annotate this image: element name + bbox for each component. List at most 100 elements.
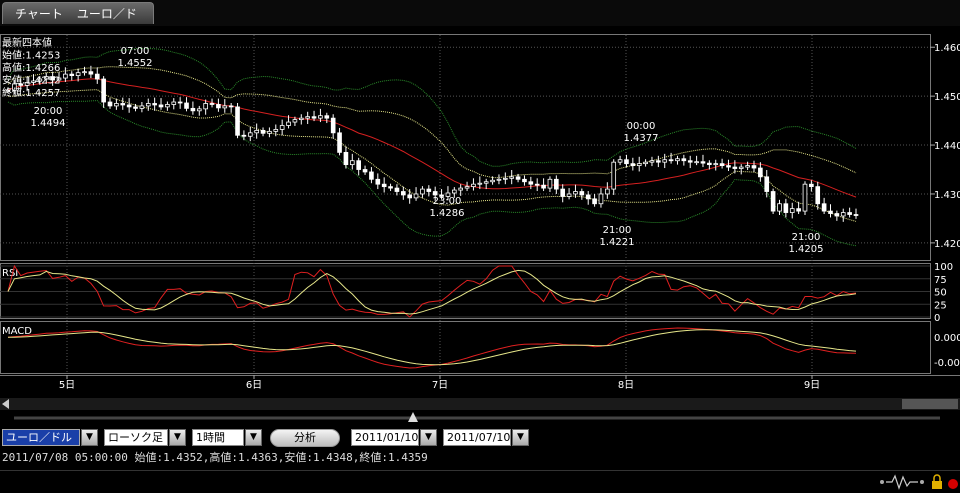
candle-body — [228, 105, 234, 108]
chart-type-dropdown-icon[interactable]: ▼ — [169, 429, 186, 446]
candle-body — [330, 117, 336, 134]
day-label: 7日 — [432, 380, 448, 391]
candle-body — [407, 194, 412, 199]
candle-body — [770, 191, 776, 212]
candle-body — [267, 130, 272, 134]
candle-body — [337, 132, 342, 153]
candle-body — [649, 160, 655, 163]
annotation-price: 1.4221 — [600, 237, 635, 248]
annotation-time: 23:00 — [433, 196, 462, 207]
candle-body — [853, 214, 859, 216]
candle-body — [789, 208, 795, 213]
annotation-time: 07:00 — [121, 46, 150, 57]
candle-body — [554, 178, 559, 190]
candle-body — [834, 213, 840, 217]
candle-body — [675, 158, 680, 162]
connection-signal-icon — [880, 474, 924, 490]
lock-icon — [932, 474, 942, 489]
end-date-dropdown-icon[interactable]: ▼ — [512, 429, 529, 446]
candle-body — [139, 105, 145, 109]
candle-body — [726, 165, 731, 168]
candle-body — [764, 176, 770, 192]
candle-body — [802, 183, 808, 212]
candle-body — [184, 102, 189, 109]
candle-body — [439, 194, 444, 197]
candle-body — [758, 167, 763, 178]
candle-body — [292, 119, 298, 123]
candle-body — [630, 163, 636, 166]
candle-body — [107, 101, 113, 107]
price-tick-label: 1.430 — [934, 190, 960, 201]
candle-body — [286, 121, 291, 126]
candle-body — [598, 193, 604, 205]
info-box-line: 最新四本値 — [2, 36, 52, 49]
tab-title: チャート — [15, 7, 63, 21]
candle-body — [56, 77, 62, 81]
candle-body — [509, 176, 515, 179]
candle-body — [114, 103, 119, 107]
time-scrollbar[interactable] — [0, 396, 960, 426]
candle-body — [18, 83, 24, 86]
analysis-button[interactable]: 分析 — [270, 429, 340, 447]
candle-body — [796, 208, 801, 212]
candle-body — [324, 115, 330, 119]
rsi-tick-label: 50 — [934, 288, 947, 299]
candle-body — [560, 188, 566, 197]
bollinger-upper-2 — [7, 47, 857, 167]
candle-body — [738, 166, 744, 169]
annotation-price: 1.4205 — [789, 244, 824, 255]
candle-body — [426, 188, 432, 192]
candle-body — [369, 171, 374, 180]
annotation-price: 1.4286 — [430, 208, 465, 219]
candle-body — [5, 89, 11, 92]
candle-body — [152, 103, 157, 106]
rsi-label: RSI — [2, 268, 18, 279]
candle-body — [687, 160, 693, 163]
candle-body — [133, 106, 138, 109]
candle-body — [177, 101, 183, 104]
annotation-time: 00:00 — [627, 121, 656, 132]
candle-body — [694, 161, 699, 164]
candle-body — [821, 203, 827, 212]
candle-body — [126, 104, 132, 108]
candle-body — [515, 176, 521, 180]
candle-body — [477, 182, 483, 185]
bollinger-upper-1 — [7, 66, 857, 179]
chart-area[interactable]: 1.460 1.450 1.440 1.430 1.420 最新四本値始値:1.4253… — [0, 26, 960, 395]
candle-body — [413, 193, 419, 199]
macd-tick-label: 0.000 — [934, 333, 960, 344]
candle-body — [662, 159, 668, 163]
chart-type-select[interactable]: ローソク足 — [104, 429, 168, 446]
interval-dropdown-icon[interactable]: ▼ — [245, 429, 262, 446]
candle-body — [75, 72, 81, 76]
start-date-dropdown-icon[interactable]: ▼ — [420, 429, 437, 446]
status-light-icon — [948, 479, 958, 489]
scroll-thumb[interactable] — [902, 399, 958, 409]
candle-body — [585, 194, 591, 200]
zoom-slider-handle[interactable] — [408, 412, 418, 422]
annotation-time: 21:00 — [792, 232, 821, 243]
interval-select[interactable]: 1時間 — [192, 429, 244, 446]
candle-body — [668, 159, 674, 162]
pair-select[interactable]: ユーロ／ドル — [2, 429, 80, 446]
candle-body — [235, 106, 240, 136]
candle-body — [643, 161, 648, 165]
candle-body — [171, 101, 177, 105]
macd-signal-line — [7, 329, 857, 366]
bollinger-lower-1 — [8, 89, 857, 222]
pair-dropdown-icon[interactable]: ▼ — [81, 429, 98, 446]
candle-body — [24, 82, 30, 86]
info-box-line: 始値:1.4253 — [2, 49, 60, 62]
candle-body — [719, 163, 725, 166]
candle-body — [388, 186, 393, 189]
candle-body — [432, 191, 438, 196]
end-date-field[interactable]: 2011/07/10 — [443, 429, 511, 446]
candle-body — [94, 73, 100, 80]
candle-body — [37, 78, 43, 82]
start-date-field[interactable]: 2011/01/10 — [351, 429, 419, 446]
price-tick-label: 1.450 — [934, 92, 960, 103]
scroll-left-icon[interactable] — [2, 399, 9, 409]
candle-body — [445, 192, 451, 197]
candle-body — [840, 212, 846, 217]
